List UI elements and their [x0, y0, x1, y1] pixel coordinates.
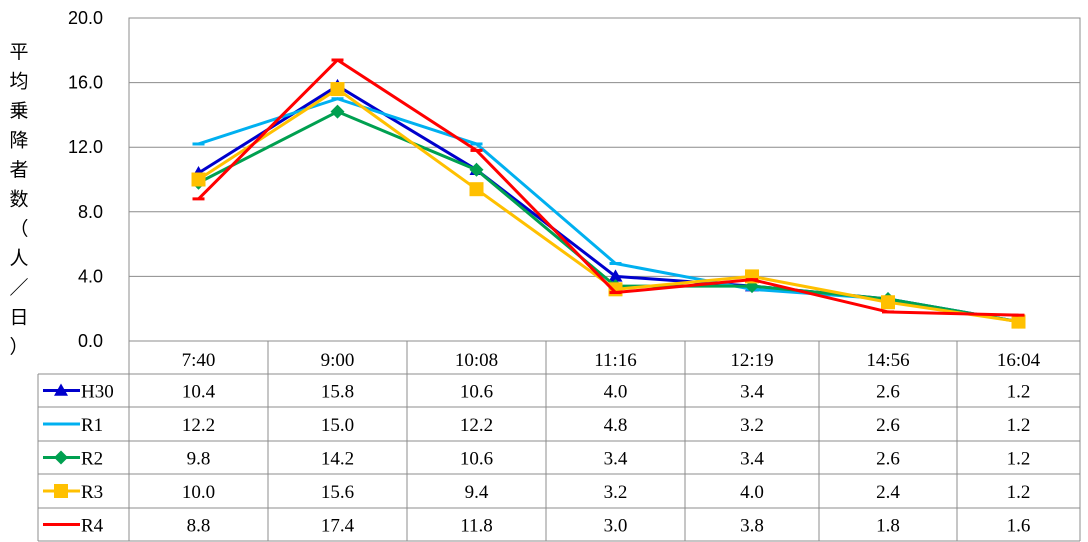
- legend-key-marker: [54, 383, 68, 396]
- table-value-cell: 3.8: [740, 516, 764, 537]
- table-value-cell: 3.2: [604, 482, 628, 503]
- data-point: [1011, 314, 1026, 329]
- data-point: [330, 82, 345, 97]
- y-axis-label-char: 数: [9, 189, 28, 211]
- data-point: [469, 182, 484, 197]
- legend-series-name: R4: [81, 516, 104, 537]
- y-tick-label: 20.0: [68, 8, 103, 28]
- plot-area: [128, 17, 1081, 342]
- y-axis-label-char: 日: [9, 307, 28, 329]
- table-value-cell: 2.4: [876, 482, 900, 503]
- table-value-cell: 3.4: [740, 449, 764, 470]
- table-value-cell: 8.8: [187, 516, 211, 537]
- table-value-cell: 1.2: [1007, 382, 1031, 403]
- table-value-cell: 15.0: [321, 415, 354, 436]
- table-value-cell: 3.4: [740, 382, 764, 403]
- y-axis-label-char: 乗: [9, 100, 28, 122]
- table-value-cell: 12.2: [460, 415, 493, 436]
- table-value-cell: 3.2: [740, 415, 764, 436]
- data-table: [37, 341, 1081, 542]
- legend-row-r2: [43, 450, 80, 465]
- y-axis-label-char: 均: [9, 71, 28, 93]
- table-value-cell: 1.8: [876, 516, 900, 537]
- y-tick-label: 4.0: [78, 266, 103, 286]
- legend-row-r3: [43, 484, 80, 498]
- table-value-cell: 3.0: [604, 516, 628, 537]
- table-value-cell: 1.2: [1007, 415, 1031, 436]
- table-value-cell: 4.0: [740, 482, 764, 503]
- series-r4: [192, 58, 1025, 317]
- y-axis-label-char: （: [9, 218, 28, 240]
- table-value-cell: 15.8: [321, 382, 354, 403]
- legend-series-name: R2: [81, 449, 103, 470]
- y-axis-label-char: 人: [9, 248, 28, 270]
- table-value-cell: 15.6: [321, 482, 354, 503]
- y-axis-label-char: ／: [9, 277, 28, 299]
- table-value-cell: 11.8: [460, 516, 493, 537]
- x-category-label: 16:04: [997, 350, 1041, 371]
- table-value-cell: 17.4: [321, 516, 355, 537]
- table-value-cell: 1.2: [1007, 482, 1031, 503]
- y-tick-label: 12.0: [68, 137, 103, 157]
- y-axis-label-char: 降: [9, 130, 28, 152]
- table-value-cell: 4.0: [604, 382, 628, 403]
- y-axis-label-char: 平: [9, 41, 28, 63]
- table-value-cell: 1.6: [1007, 516, 1031, 537]
- table-value-cell: 2.6: [876, 415, 900, 436]
- x-category-label: 10:08: [455, 350, 498, 371]
- series-r3: [191, 82, 1026, 329]
- data-point: [191, 172, 206, 187]
- x-category-label: 7:40: [182, 350, 216, 371]
- y-tick-label: 0.0: [78, 331, 103, 351]
- legend-key-marker: [54, 484, 68, 498]
- legend-row-h30: [43, 383, 80, 396]
- data-point: [608, 269, 623, 282]
- x-category-label: 11:16: [594, 350, 637, 371]
- table-value-cell: 1.2: [1007, 449, 1031, 470]
- legend-series-name: R3: [81, 482, 103, 503]
- y-tick-label: 16.0: [68, 73, 103, 93]
- table-value-cell: 10.0: [182, 482, 215, 503]
- table-value-cell: 14.2: [321, 449, 354, 470]
- x-category-label: 9:00: [321, 350, 355, 371]
- table-value-cell: 3.4: [604, 449, 628, 470]
- legend-series-name: H30: [81, 382, 114, 403]
- table-value-cell: 2.6: [876, 449, 900, 470]
- table-value-cell: 10.6: [460, 382, 493, 403]
- data-point: [469, 162, 484, 177]
- table-value-cell: 4.8: [604, 415, 628, 436]
- table-value-cell: 2.6: [876, 382, 900, 403]
- y-axis-label-char: ）: [9, 336, 28, 358]
- x-category-label: 12:19: [730, 350, 773, 371]
- table-value-cell: 9.8: [187, 449, 211, 470]
- data-point: [881, 295, 895, 310]
- table-value-cell: 10.6: [460, 449, 493, 470]
- legend-series-name: R1: [81, 415, 103, 436]
- data-point: [330, 104, 345, 119]
- table-value-cell: 12.2: [182, 415, 215, 436]
- y-tick-label: 8.0: [78, 202, 103, 222]
- legend-key-marker: [54, 450, 68, 465]
- x-category-label: 14:56: [866, 350, 909, 371]
- y-axis-label-char: 者: [9, 159, 28, 181]
- table-value-cell: 9.4: [465, 482, 489, 503]
- table-value-cell: 10.4: [182, 382, 216, 403]
